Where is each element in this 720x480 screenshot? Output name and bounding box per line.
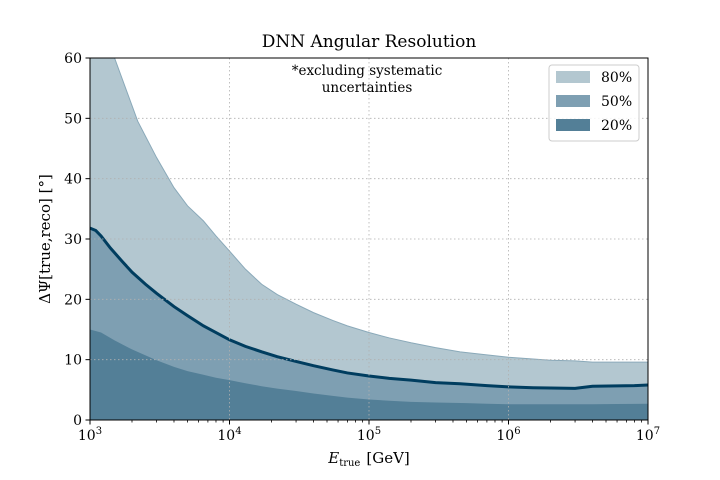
- legend-label-50: 50%: [601, 94, 632, 110]
- edge-80-percentile: [90, 58, 648, 363]
- y-tick-label: 0: [73, 413, 82, 429]
- legend-label-20: 20%: [601, 118, 632, 134]
- x-axis-title-main: E: [327, 449, 339, 467]
- y-axis-title: ΔΨ[true,reco] [°]: [36, 174, 54, 304]
- area-20-percentile: [90, 329, 648, 420]
- x-axis-title-sub: true: [339, 458, 360, 469]
- x-tick-label: 106: [496, 426, 520, 444]
- area-80-percentile: [90, 58, 648, 420]
- y-tick-label: 10: [64, 353, 82, 369]
- legend-swatch-20: [556, 119, 590, 131]
- y-tick-label: 40: [64, 172, 82, 188]
- y-tick-label: 20: [64, 292, 82, 308]
- x-axis-title: Etrue [GeV]: [327, 449, 410, 469]
- area-50-percentile: [90, 228, 648, 420]
- legend-label-80: 80%: [601, 70, 632, 86]
- y-tick-label: 50: [64, 111, 82, 127]
- y-axis: 0 10 20 30 40 50 60: [64, 51, 90, 429]
- x-tick-label: 104: [217, 426, 241, 444]
- plot-area: [90, 58, 648, 420]
- x-tick-label: 105: [357, 426, 381, 444]
- x-tick-label: 107: [636, 426, 660, 444]
- x-tick-label: 103: [78, 426, 102, 444]
- legend: 80% 50% 20%: [548, 64, 640, 142]
- legend-swatch-80: [556, 71, 590, 83]
- x-axis: 103 104 105 106 107: [78, 420, 660, 444]
- grid: [90, 58, 648, 420]
- x-axis-title-unit: [GeV]: [366, 449, 409, 467]
- y-tick-label: 60: [64, 51, 82, 67]
- legend-swatch-50: [556, 95, 590, 107]
- chart-title: DNN Angular Resolution: [262, 32, 477, 52]
- annotation-line-1: *excluding systematic: [292, 63, 443, 79]
- annotation-line-2: uncertainties: [322, 80, 413, 96]
- median-line: [90, 226, 648, 390]
- y-tick-label: 30: [64, 232, 82, 248]
